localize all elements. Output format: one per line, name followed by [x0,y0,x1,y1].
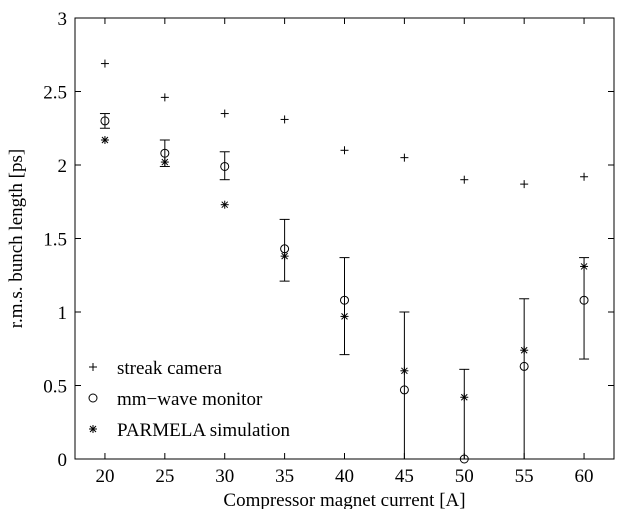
y-tick-label: 1.5 [43,230,67,251]
legend-label-mm-wave-monitor: mm−wave monitor [117,389,263,410]
data-point-circle [459,454,469,464]
legend: streak camera mm−wave monitor PARMELA si… [88,358,290,441]
y-axis-label: r.m.s. bunch length [ps] [6,149,27,328]
data-point-asterisk [580,262,589,271]
data-point-asterisk [400,366,409,375]
legend-marker-glyph [89,425,97,433]
data-point-plus [580,172,589,181]
x-tick-label: 60 [575,466,594,487]
data-point-asterisk [520,346,529,355]
data-point-plus [100,59,109,68]
error-bar [339,257,350,356]
y-tick-label: 1 [58,303,68,324]
data-point-asterisk [340,312,349,321]
x-tick-label: 35 [275,466,294,487]
data-point-plus [400,153,409,162]
legend-label-streak-camera: streak camera [117,358,223,379]
data-point-asterisk [160,158,169,167]
x-tick-label: 50 [455,466,474,487]
x-tick-label: 40 [335,466,354,487]
data-point-asterisk [220,200,229,209]
x-tick-label: 30 [215,466,234,487]
y-tick-label: 2.5 [43,83,67,104]
x-tick-label: 20 [95,466,114,487]
error-bar [459,368,470,460]
legend-marker-glyph [88,393,98,403]
y-tick-label: 2 [58,156,68,177]
data-point-plus [160,93,169,102]
y-tick-label: 0.5 [43,377,67,398]
data-point-plus [340,146,349,155]
data-point-circle [100,116,110,126]
error-bar [99,113,110,129]
error-bar [219,151,230,181]
y-tick-label: 3 [58,9,68,30]
y-tick-label: 0 [58,450,68,471]
legend-marker-streak-camera [89,363,97,371]
x-tick-label: 55 [515,466,534,487]
data-point-circle [220,161,230,171]
legend-marker-mm-wave-monitor [88,393,98,403]
data-point-circle [340,295,349,305]
data-point-plus [220,109,229,118]
data-markers [100,59,589,464]
tick-labels: 20 25 30 35 40 45 50 55 60 0 0.5 1 1.5 2 2.5 3 [43,9,593,487]
data-point-circle [519,361,529,371]
error-bar [519,298,530,460]
legend-label-parmela-simulation: PARMELA simulation [117,420,290,441]
data-point-circle [579,295,589,305]
data-point-asterisk [460,393,469,402]
legend-marker-glyph [89,363,97,371]
x-tick-label: 45 [395,466,414,487]
data-point-asterisk [100,136,109,145]
error-bar [279,218,290,282]
data-point-circle [160,148,170,158]
data-point-plus [520,180,529,189]
legend-marker-parmela-simulation [89,425,97,433]
data-point-asterisk [280,252,289,261]
data-point-circle [399,385,409,395]
data-point-plus [460,175,469,184]
x-tick-label: 25 [155,466,174,487]
x-axis-label: Compressor magnet current [A] [223,490,465,509]
data-point-plus [280,115,289,124]
error-bars [99,113,590,460]
error-bar [579,257,590,360]
